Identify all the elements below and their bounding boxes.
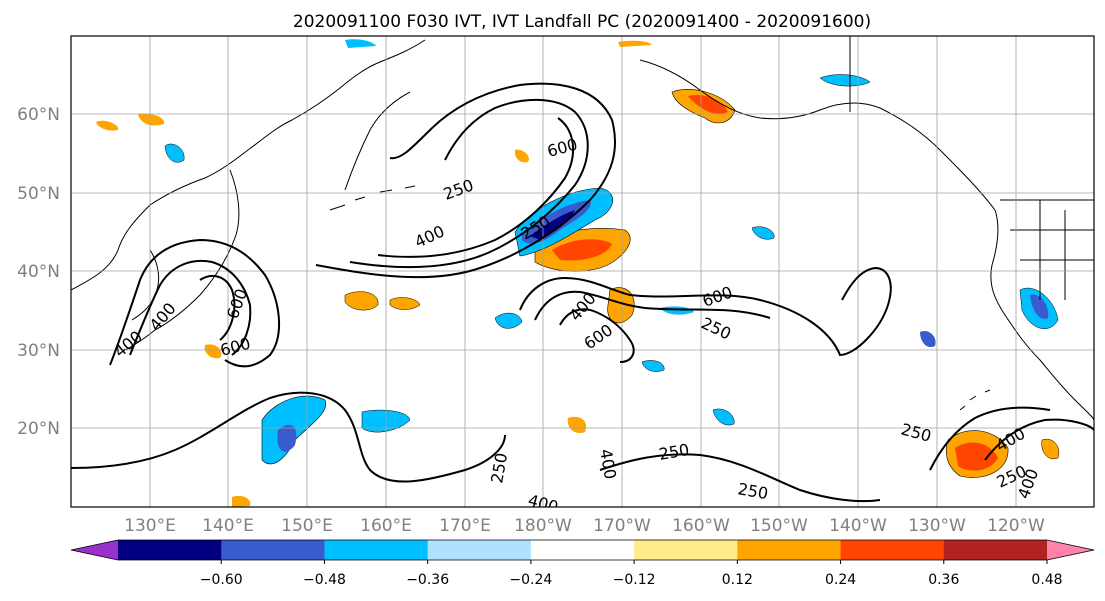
colorbar-swatch	[118, 540, 222, 560]
aleutians	[329, 185, 416, 211]
lon-label: 170°W	[593, 516, 651, 536]
lon-label: 120°W	[987, 516, 1045, 536]
contour-600-jet	[377, 117, 575, 258]
colorbar-outline	[70, 539, 1095, 561]
colorbar-swatch	[427, 540, 532, 560]
contour-250-hawaii	[929, 406, 1051, 471]
map-frame	[70, 35, 1095, 508]
colorbar-tick-label: 0.48	[1031, 572, 1062, 588]
figure-title: 2020091100 F030 IVT, IVT Landfall PC (20…	[293, 12, 871, 32]
contour-400-center	[534, 290, 771, 321]
latitude-labels: 60°N 50°N 40°N 30°N 20°N	[17, 105, 60, 439]
lat-label: 20°N	[17, 419, 60, 439]
japan-coastline	[124, 169, 240, 351]
lon-label: 140°E	[202, 516, 254, 536]
colorbar-extend-max	[1047, 540, 1094, 560]
contour-600-west	[199, 274, 236, 341]
colorbar: −0.60 −0.48 −0.36 −0.24 −0.12 0.12 0.24 0.36 0.4…	[70, 539, 1095, 588]
colorbar-swatch	[943, 540, 1048, 560]
lon-label: 150°W	[750, 516, 808, 536]
colorbar-tick-label: 0.24	[825, 572, 856, 588]
contour-250-west	[109, 238, 281, 368]
lon-label: 130°W	[908, 516, 966, 536]
colorbar-extend-min	[71, 540, 118, 560]
us-state-lines	[1010, 200, 1094, 300]
positive-patch-hawaii-core	[955, 442, 998, 471]
positive-patch-alaska-core	[688, 94, 728, 115]
north-america-coastline	[990, 209, 1094, 421]
lat-label: 50°N	[17, 184, 60, 204]
colorbar-ticks: −0.60 −0.48 −0.36 −0.24 −0.12 0.12 0.24 0.36 0.4…	[200, 560, 1063, 588]
colorbar-tick-label: −0.48	[303, 572, 346, 588]
colorbar-swatch	[840, 540, 945, 560]
contour-250-south	[71, 391, 506, 483]
lat-label: 40°N	[17, 262, 60, 282]
contour-250-center	[519, 266, 892, 357]
lon-label: 150°E	[281, 516, 333, 536]
contour-600-center	[559, 308, 635, 363]
lon-label: 160°W	[672, 516, 730, 536]
contour-400-east	[984, 418, 1094, 461]
colorbar-swatch	[221, 540, 325, 560]
map-background	[71, 36, 1094, 507]
lon-label: 160°E	[360, 516, 412, 536]
hawaii-islands	[959, 389, 991, 411]
colorbar-swatches	[71, 540, 1094, 560]
positive-patch-midlat	[607, 287, 635, 324]
gridlines	[71, 36, 1094, 507]
alaska-coastline	[639, 59, 996, 211]
colorbar-tick-label: −0.60	[200, 572, 243, 588]
colorbar-tick-label: −0.24	[509, 572, 552, 588]
colorbar-swatch	[324, 540, 429, 560]
colorbar-swatch	[737, 540, 842, 560]
negative-patch-central-core	[530, 210, 575, 240]
colorbar-tick-label: 0.12	[722, 572, 753, 588]
colorbar-tick-label: 0.36	[928, 572, 959, 588]
contour-250-jet	[315, 82, 616, 279]
positive-patch-central-core	[552, 239, 612, 261]
lon-label: 130°E	[124, 516, 176, 536]
colorbar-swatch	[634, 540, 738, 560]
coastlines	[71, 36, 1094, 421]
contour-400-west	[129, 259, 252, 356]
contour-250-east	[599, 453, 881, 503]
ivt-contours	[71, 82, 1094, 503]
colorbar-tick-label: −0.12	[613, 572, 656, 588]
lon-label: 180°W	[514, 516, 572, 536]
contour-400-jet	[349, 98, 589, 269]
lon-label: 140°W	[829, 516, 887, 536]
asia-coastline	[71, 39, 426, 291]
lat-label: 60°N	[17, 105, 60, 125]
colorbar-tick-label: −0.36	[406, 572, 449, 588]
longitude-labels: 130°E 140°E 150°E 160°E 170°E 180°W 170°…	[124, 516, 1045, 536]
lon-label: 170°E	[439, 516, 491, 536]
kamchatka-coastline	[344, 91, 411, 191]
lat-label: 30°N	[17, 341, 60, 361]
colorbar-swatch	[530, 540, 635, 560]
